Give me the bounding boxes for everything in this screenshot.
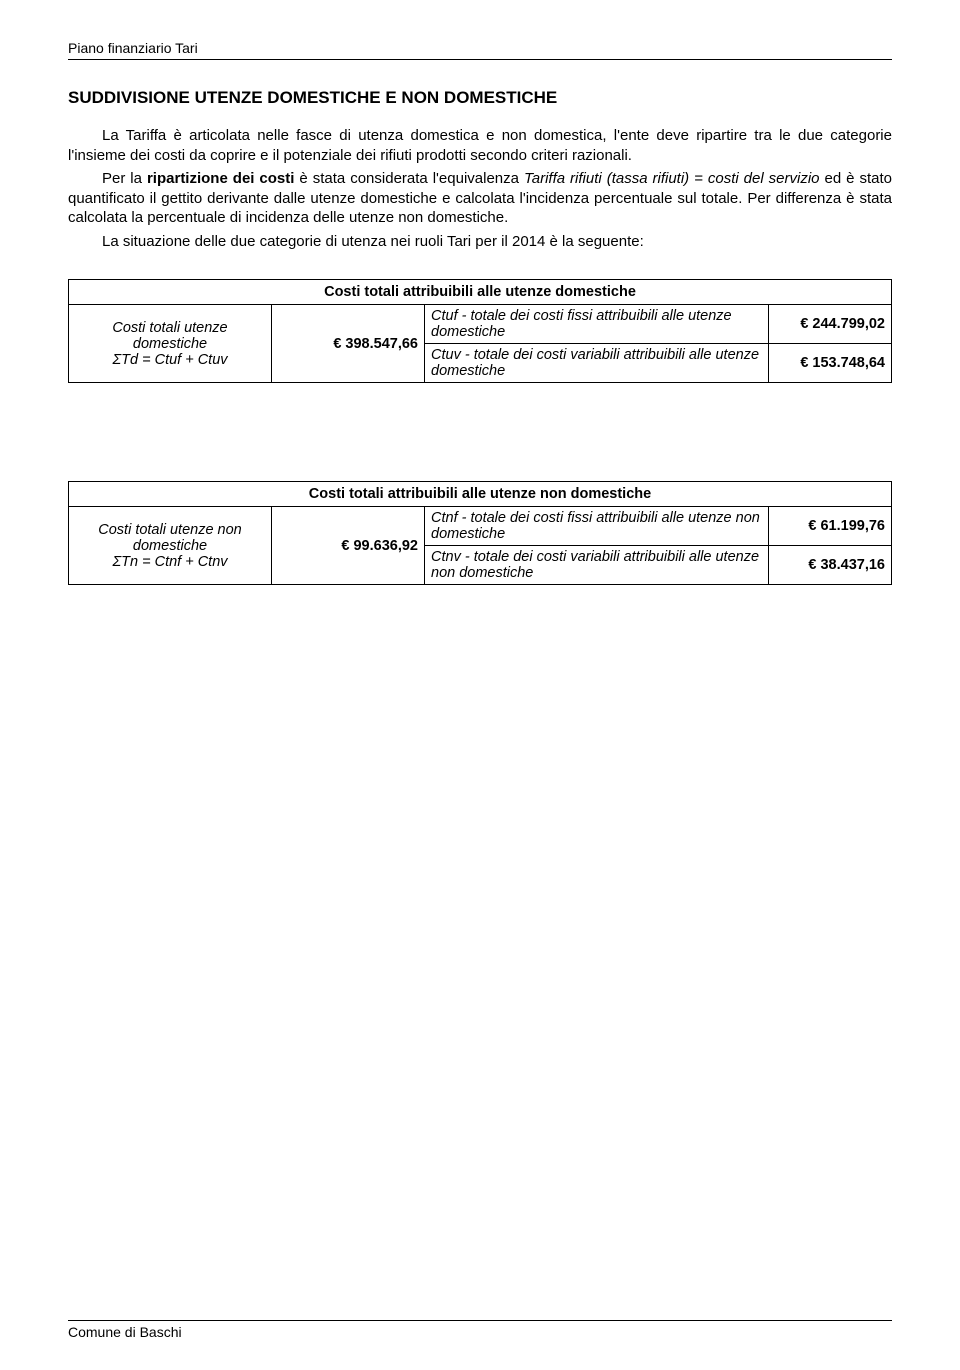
p2-text-b: ripartizione dei costi [147,170,294,187]
table-dom-row2-desc: Ctuv - totale dei costi variabili attrib… [425,344,769,383]
dom-left-line3: ΣTd = Ctuf + Ctuv [112,352,227,368]
table-dom-left: Costi totali utenze domestiche ΣTd = Ctu… [69,305,272,383]
table-domestic: Costi totali attribuibili alle utenze do… [68,279,892,383]
table-row: Costi totali attribuibili alle utenze no… [69,482,892,507]
table-nondom-header: Costi totali attribuibili alle utenze no… [69,482,892,507]
table-row: Costi totali attribuibili alle utenze do… [69,280,892,305]
p2-text-a: Per la [102,170,147,187]
p2-text-c: è stata considerata l'equivalenza [294,170,524,187]
footer-text: Comune di Baschi [68,1324,182,1340]
dom-left-line1: Costi totali utenze [112,320,227,336]
table-dom-row1-desc: Ctuf - totale dei costi fissi attribuibi… [425,305,769,344]
section-title: SUDDIVISIONE UTENZE DOMESTICHE E NON DOM… [68,88,892,108]
p2-text-d: Tariffa rifiuti (tassa rifiuti) = costi … [524,170,820,187]
table-nondom-row1-desc: Ctnf - totale dei costi fissi attribuibi… [425,507,769,546]
table-dom-row2-val: € 153.748,64 [769,344,892,383]
paragraph-3: La situazione delle due categorie di ute… [68,232,892,252]
table-nondomestic: Costi totali attribuibili alle utenze no… [68,481,892,585]
table-nondomestic-wrap: Costi totali attribuibili alle utenze no… [68,481,892,585]
table-row: Costi totali utenze non domestiche ΣTn =… [69,507,892,546]
table-nondom-row1-val: € 61.199,76 [769,507,892,546]
table-dom-row1-val: € 244.799,02 [769,305,892,344]
table-nondom-row2-desc: Ctnv - totale dei costi variabili attrib… [425,546,769,585]
page-footer: Comune di Baschi [68,1320,892,1340]
table-dom-header: Costi totali attribuibili alle utenze do… [69,280,892,305]
table-nondom-row2-val: € 38.437,16 [769,546,892,585]
table-dom-total: € 398.547,66 [272,305,425,383]
page-header: Piano finanziario Tari [68,40,892,60]
nondom-left-line3: ΣTn = Ctnf + Ctnv [112,554,227,570]
nondom-left-line1: Costi totali utenze non [98,522,241,538]
table-row: Costi totali utenze domestiche ΣTd = Ctu… [69,305,892,344]
table-nondom-left: Costi totali utenze non domestiche ΣTn =… [69,507,272,585]
nondom-left-line2: domestiche [133,538,207,554]
dom-left-line2: domestiche [133,336,207,352]
table-nondom-total: € 99.636,92 [272,507,425,585]
header-title: Piano finanziario Tari [68,40,198,56]
paragraph-1: La Tariffa è articolata nelle fasce di u… [68,126,892,165]
table-domestic-wrap: Costi totali attribuibili alle utenze do… [68,279,892,383]
paragraph-2: Per la ripartizione dei costi è stata co… [68,169,892,228]
